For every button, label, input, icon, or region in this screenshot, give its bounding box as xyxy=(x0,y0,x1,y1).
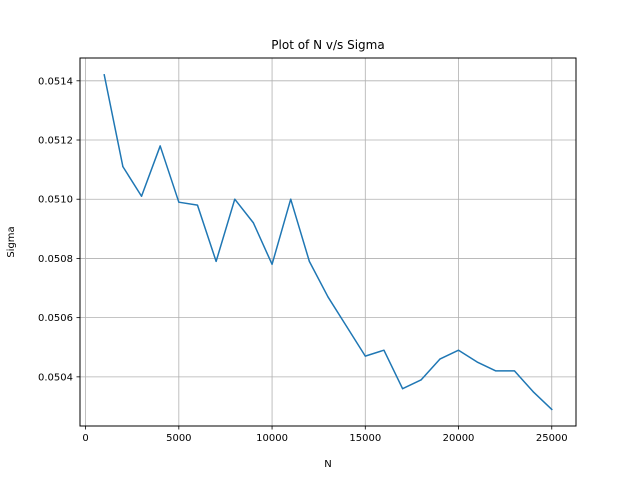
data-point xyxy=(532,391,534,393)
x-tick-label: 0 xyxy=(82,433,88,444)
y-tick-label: 0.0508 xyxy=(38,254,73,265)
y-axis-label: Sigma xyxy=(6,226,17,257)
y-axis-ticks: 0.0504 0.0506 0.0508 0.0510 0.0512 0.0514 xyxy=(38,76,80,383)
data-point xyxy=(420,379,422,381)
data-point xyxy=(290,198,292,200)
y-tick-label: 0.0510 xyxy=(38,195,73,206)
x-tick-label: 25000 xyxy=(536,433,568,444)
data-point xyxy=(215,260,217,262)
data-point xyxy=(122,166,124,168)
x-tick-label: 10000 xyxy=(256,433,288,444)
data-point xyxy=(383,349,385,351)
data-point xyxy=(457,349,460,351)
data-point xyxy=(196,204,199,206)
data-point xyxy=(401,388,404,390)
data-point xyxy=(103,74,105,76)
data-point xyxy=(234,198,236,200)
data-point xyxy=(476,361,478,363)
y-tick-label: 0.0504 xyxy=(38,372,73,383)
data-point xyxy=(346,325,348,328)
y-tick-label: 0.0512 xyxy=(38,136,73,147)
data-point xyxy=(513,370,516,372)
data-point xyxy=(271,263,273,265)
chart-title: Plot of N v/s Sigma xyxy=(271,38,384,52)
x-tick-label: 20000 xyxy=(443,433,475,444)
x-axis-ticks: 0 5000 10000 15000 20000 25000 xyxy=(82,426,568,444)
x-axis-label: N xyxy=(324,459,331,470)
data-point xyxy=(178,201,180,203)
data-point xyxy=(159,145,161,147)
data-point xyxy=(551,408,553,411)
grid-lines xyxy=(80,58,576,426)
plot-area-frame xyxy=(79,57,577,427)
data-point xyxy=(140,195,143,197)
data-point xyxy=(252,222,255,224)
data-point xyxy=(327,296,329,298)
y-tick-label: 0.0514 xyxy=(38,76,73,87)
data-point xyxy=(439,358,441,360)
x-tick-label: 15000 xyxy=(349,433,381,444)
data-point xyxy=(308,260,310,262)
y-tick-label: 0.0506 xyxy=(38,313,73,324)
data-point xyxy=(495,370,497,372)
x-tick-label: 5000 xyxy=(166,433,191,444)
data-point xyxy=(364,355,366,357)
series-layer xyxy=(103,73,553,411)
